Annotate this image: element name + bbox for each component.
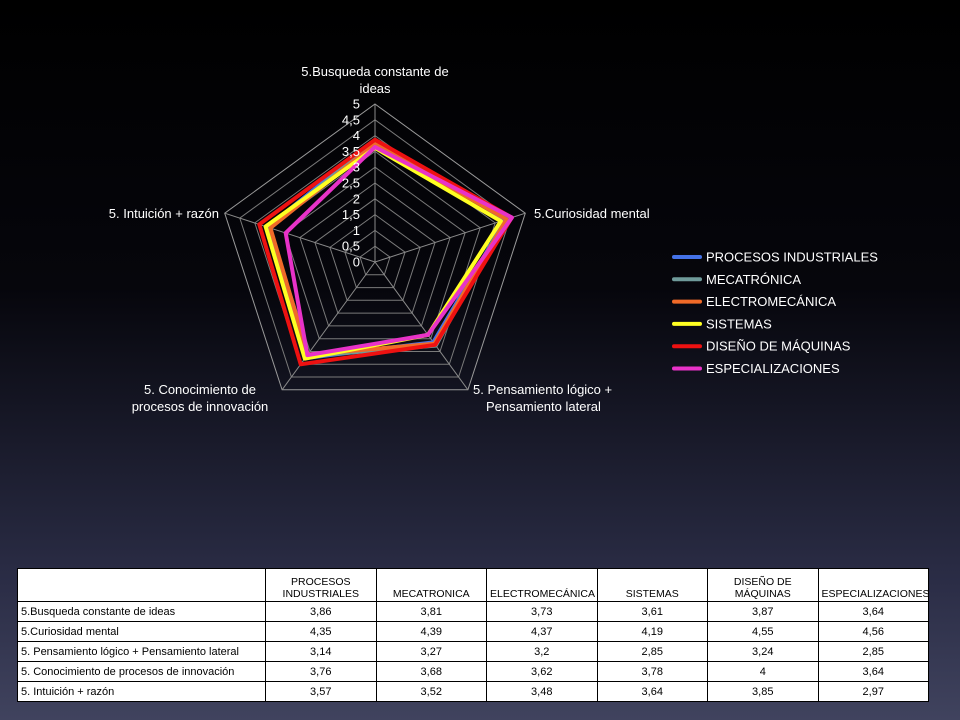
table-cell: 3,64 <box>817 601 929 622</box>
table-row: 5.Curiosidad mental 4,35 4,39 4,37 4,19 … <box>17 621 929 642</box>
radar-tick-labels: 00,511,522,533,544,55 <box>342 97 360 270</box>
axis-label: 5. Conocimiento de procesos de innovación <box>132 382 269 414</box>
tick-label: 4 <box>353 128 360 143</box>
grid-ring <box>359 245 391 276</box>
table-cell: 3,87 <box>707 601 819 622</box>
series-line <box>268 142 509 357</box>
table-cell: 3,76 <box>265 661 377 682</box>
table-cell: 4,55 <box>707 621 819 642</box>
table-cell: 4,39 <box>375 621 487 642</box>
tick-label: 3 <box>353 160 360 175</box>
table-cell: 4,56 <box>817 621 929 642</box>
table-cell: 3,14 <box>265 641 377 662</box>
table-row: 5. Conocimiento de procesos de innovació… <box>17 661 929 682</box>
table-row: 5. Pensamiento lógico + Pensamiento late… <box>17 641 929 662</box>
table-row-label: 5.Busqueda constante de ideas <box>17 601 266 622</box>
table-cell: 3,78 <box>596 661 708 682</box>
table-cell: 3,81 <box>375 601 487 622</box>
table-row: 5. Intuición + razón 3,57 3,52 3,48 3,64… <box>17 681 929 702</box>
grid-ring <box>224 103 526 391</box>
axis-label: 5.Busqueda constante de ideas <box>301 64 448 96</box>
axis-label: 5.Curiosidad mental <box>534 206 650 221</box>
legend-entry: ELECTROMECÁNICA <box>706 294 836 309</box>
table-cell: 3,48 <box>486 681 598 702</box>
data-table: PROCESOS INDUSTRIALES MECATRONICA ELECTR… <box>17 568 929 702</box>
tick-label: 1 <box>353 223 360 238</box>
radar-grid <box>224 103 526 391</box>
legend-entry: DISEÑO DE MÁQUINAS <box>706 339 851 354</box>
grid-ring <box>329 213 421 301</box>
table-column-header: MECATRONICA <box>375 568 487 602</box>
table-row-label: 5.Curiosidad mental <box>17 621 266 642</box>
tick-label: 1,5 <box>342 207 360 222</box>
table-row-label: 5. Pensamiento lógico + Pensamiento late… <box>17 641 266 662</box>
grid-ring <box>344 229 406 289</box>
table-cell: 3,68 <box>375 661 487 682</box>
axis-label: 5. Pensamiento lógico + Pensamiento later… <box>473 382 612 414</box>
table-corner-cell <box>17 568 266 602</box>
table-column-header: ESPECIALIZACIONES <box>817 568 929 602</box>
table-row: 5.Busqueda constante de ideas 3,86 3,81 … <box>17 601 929 622</box>
table-column-header: SISTEMAS <box>596 568 708 602</box>
table-cell: 2,85 <box>817 641 929 662</box>
legend-entry: ESPECIALIZACIONES <box>706 361 840 376</box>
table-cell: 4,37 <box>486 621 598 642</box>
grid-spoke <box>374 261 469 391</box>
tick-label: 0 <box>353 255 360 270</box>
table-cell: 4,35 <box>265 621 377 642</box>
radar-axis-labels: 5.Busqueda constante de ideas 5.Curiosidad… <box>109 64 650 414</box>
axis-label: 5. Intuición + razón <box>109 206 219 221</box>
tick-label: 2 <box>353 191 360 206</box>
table-cell: 3,62 <box>486 661 598 682</box>
series-line <box>283 145 514 358</box>
tick-label: 5 <box>353 97 360 112</box>
radar-series-layer <box>257 137 514 367</box>
table-row-label: 5. Intuición + razón <box>17 681 266 702</box>
grid-spoke <box>281 261 376 391</box>
grid-ring <box>314 198 436 314</box>
tick-label: 0,5 <box>342 239 360 254</box>
table-cell: 3,73 <box>486 601 598 622</box>
legend-entry: SISTEMAS <box>706 316 772 331</box>
table-cell: 4,19 <box>596 621 708 642</box>
tick-label: 3,5 <box>342 144 360 159</box>
table-cell: 3,64 <box>817 661 929 682</box>
table-cell: 3,61 <box>596 601 708 622</box>
chart-legend: PROCESOS INDUSTRIALES MECATRÓNICA ELECTROM… <box>672 250 878 376</box>
table-row-label: 5. Conocimiento de procesos de innovació… <box>17 661 266 682</box>
legend-entry: MECATRÓNICA <box>706 272 801 287</box>
table-cell: 3,27 <box>375 641 487 662</box>
legend-entry: PROCESOS INDUSTRIALES <box>706 250 878 265</box>
table-cell: 3,85 <box>707 681 819 702</box>
table-cell: 4 <box>707 661 819 682</box>
table-column-header: ELECTROMECÁNICA <box>486 568 598 602</box>
table-column-header: DISEÑO DE MÁQUINAS <box>707 568 819 602</box>
table-cell: 2,85 <box>596 641 708 662</box>
tick-label: 2,5 <box>342 176 360 191</box>
grid-spoke <box>224 212 376 263</box>
table-header-row: PROCESOS INDUSTRIALES MECATRONICA ELECTR… <box>17 568 929 602</box>
table-cell: 3,52 <box>375 681 487 702</box>
tick-label: 4,5 <box>342 112 360 127</box>
radar-chart: 00,511,522,533,544,55 5.Busqueda constan… <box>109 64 878 414</box>
table-cell: 3,57 <box>265 681 377 702</box>
table-cell: 3,86 <box>265 601 377 622</box>
table-cell: 2,97 <box>817 681 929 702</box>
grid-ring <box>299 182 451 327</box>
table-cell: 3,24 <box>707 641 819 662</box>
table-column-header: PROCESOS INDUSTRIALES <box>265 568 377 602</box>
table-cell: 3,64 <box>596 681 708 702</box>
table-cell: 3,2 <box>486 641 598 662</box>
